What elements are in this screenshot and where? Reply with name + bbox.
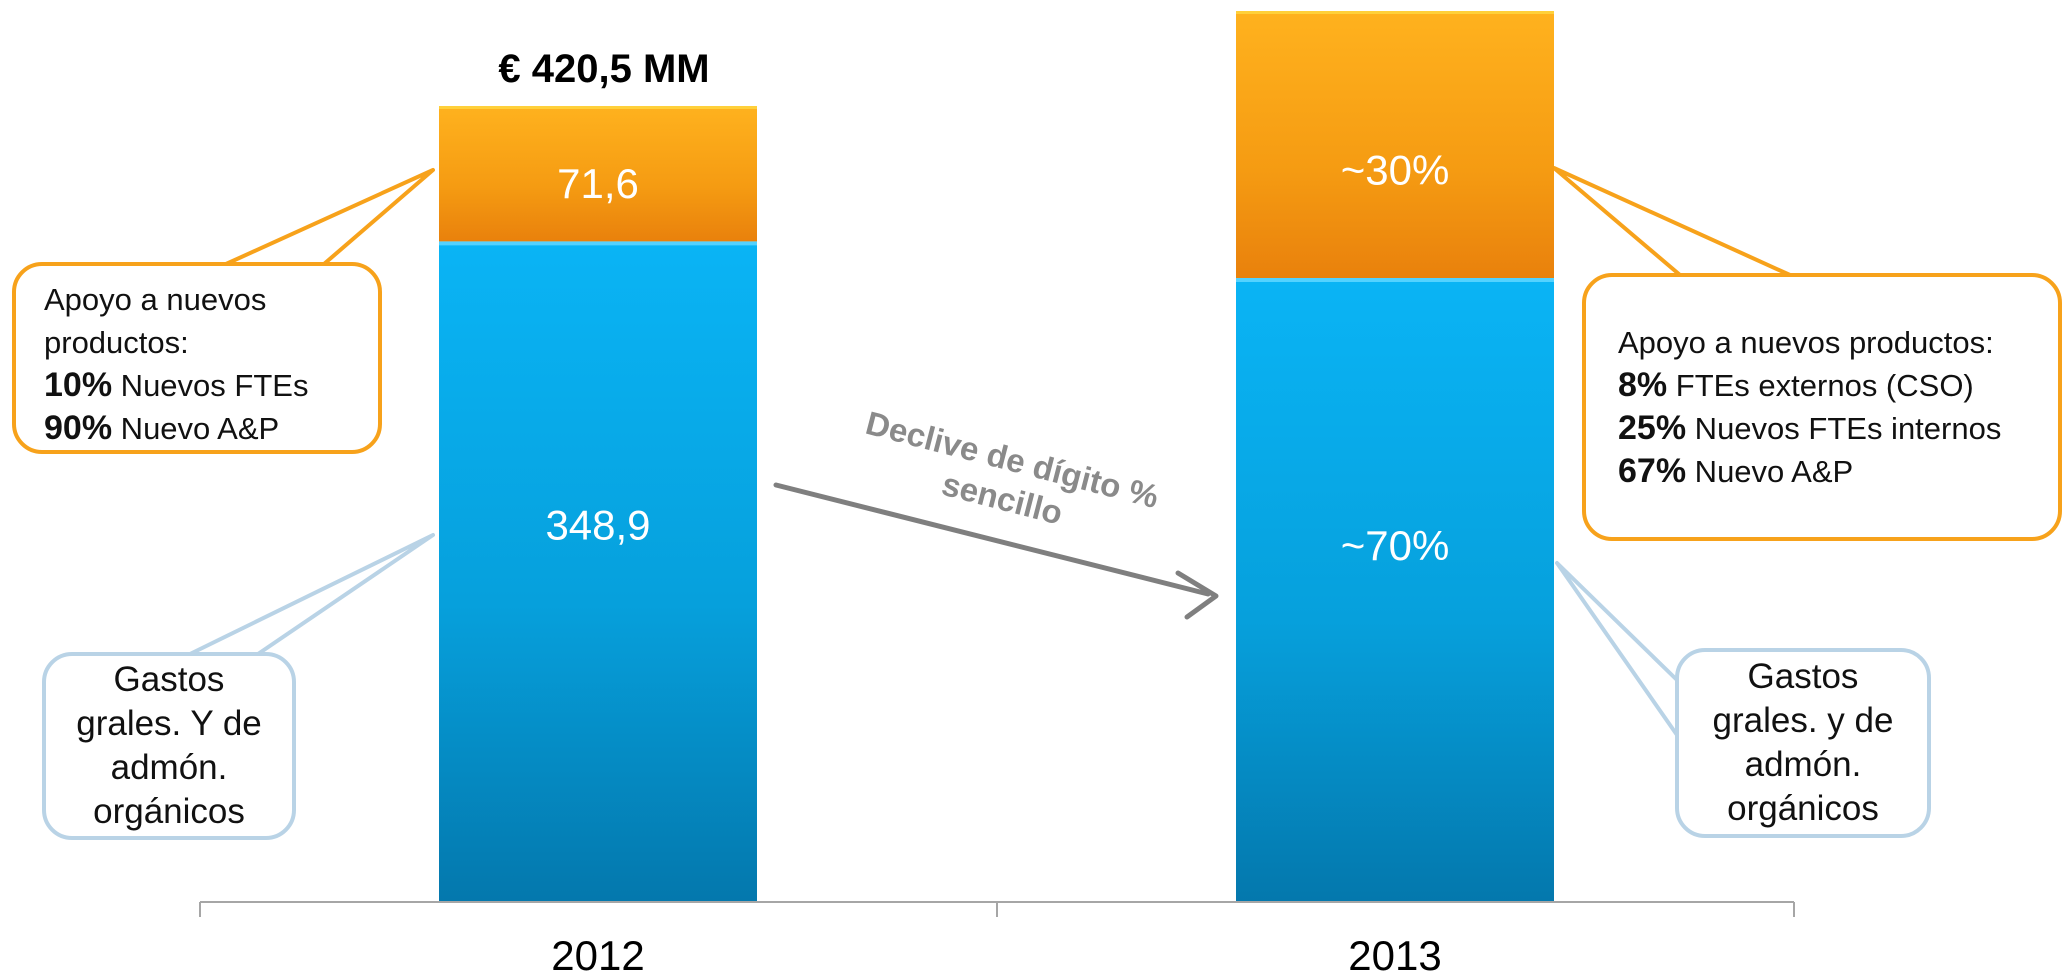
callout-line: grales. Y de <box>76 704 262 743</box>
bar-top-edge-2012 <box>439 106 757 109</box>
decline-annotation: Declive de dígito %sencillo <box>852 404 1162 554</box>
callout-line: admón. <box>110 748 228 787</box>
callout-organic-2013: Gastos grales. y de admón. orgánicos <box>1675 648 1931 838</box>
callout-line: orgánicos <box>1727 789 1879 828</box>
pointer-organic-2012 <box>188 533 435 656</box>
data-label-top-2013: ~30% <box>1341 147 1450 194</box>
pointer-new-products-2013 <box>1552 166 1792 277</box>
data-label-bottom-2013: ~70% <box>1341 522 1450 569</box>
callout-line: 10% Nuevos FTEs <box>44 366 309 404</box>
labels-layer: 348,9 71,6 2012 € 420,5 MM ~70% ~30% 2013 <box>498 47 1449 976</box>
bar-top-2012 <box>439 106 757 242</box>
callout-line: productos: <box>44 325 189 360</box>
bar-top-edge-2013 <box>1236 11 1554 14</box>
callout-line: 8% FTEs externos (CSO) <box>1618 366 1974 404</box>
bar-bottom-2012 <box>439 241 757 901</box>
bar-top-edge-2012 <box>439 241 757 246</box>
x-tick-label-2012: 2012 <box>551 932 644 976</box>
callout-line: Apoyo a nuevos productos: <box>1618 325 1994 360</box>
decline-arrow: Declive de dígito %sencillo <box>773 404 1219 620</box>
callout-line: admón. <box>1744 745 1862 784</box>
pointer-organic-2013 <box>1555 561 1679 737</box>
x-tick-label-2013: 2013 <box>1348 932 1441 976</box>
callout-line: 67% Nuevo A&P <box>1618 452 1854 490</box>
callout-line: orgánicos <box>93 792 245 831</box>
callout-new-products-2012: Apoyo a nuevos productos: 10% Nuevos FTE… <box>12 262 382 454</box>
callout-line: Gastos <box>1747 657 1859 696</box>
data-label-top-2012: 71,6 <box>557 160 639 207</box>
bar-total-label-2012: € 420,5 MM <box>498 47 709 91</box>
callout-line: Gastos <box>113 660 225 699</box>
callout-pointers <box>188 166 1792 737</box>
decline-arrow-shaft <box>773 482 1211 597</box>
callout-line: 90% Nuevo A&P <box>44 409 280 447</box>
callout-line: 25% Nuevos FTEs internos <box>1618 409 2002 447</box>
bar-top-2013 <box>1236 11 1554 278</box>
callout-line: grales. y de <box>1712 701 1894 740</box>
pointer-new-products-2012 <box>224 168 435 266</box>
x-axis <box>199 901 1795 917</box>
bars-layer <box>439 11 1554 901</box>
callout-new-products-2013: Apoyo a nuevos productos: 8% FTEs extern… <box>1582 273 2062 541</box>
bar-top-edge-2013 <box>1236 278 1554 282</box>
data-label-bottom-2012: 348,9 <box>545 502 650 549</box>
callout-line: Apoyo a nuevos <box>44 282 267 317</box>
callout-organic-2012: Gastos grales. Y de admón. orgánicos <box>42 652 296 840</box>
bar-bottom-2013 <box>1236 278 1554 901</box>
decline-arrow-head <box>1175 570 1219 620</box>
